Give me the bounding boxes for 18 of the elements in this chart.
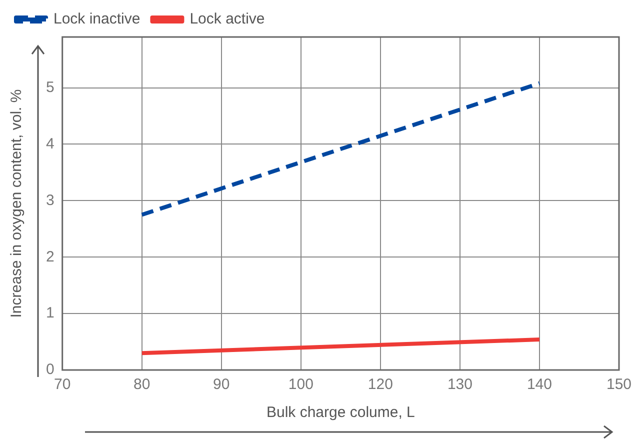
y-tick-label: 0 (46, 361, 54, 378)
x-tick-label: 70 (54, 376, 71, 394)
y-tick-label: 2 (46, 248, 54, 266)
x-tick-label: 120 (368, 376, 393, 394)
y-axis-title: Increase in oxygen content, vol. % (8, 89, 26, 318)
y-tick-label: 5 (46, 78, 54, 96)
y-tick-label: 3 (46, 192, 54, 209)
legend-label: Lock inactive (54, 10, 140, 28)
x-tick-label: 100 (288, 376, 314, 394)
x-tick-label: 80 (134, 376, 150, 394)
y-tick-label: 4 (46, 135, 54, 152)
x-tick-label: 130 (447, 376, 472, 394)
y-tick-label: 1 (46, 304, 54, 322)
x-axis-title: Bulk charge colume, L (266, 404, 415, 422)
legend-label: Lock active (190, 10, 265, 28)
x-tick-label: 140 (526, 376, 552, 394)
x-tick-label: 90 (213, 376, 230, 394)
x-tick-label: 150 (606, 376, 632, 394)
